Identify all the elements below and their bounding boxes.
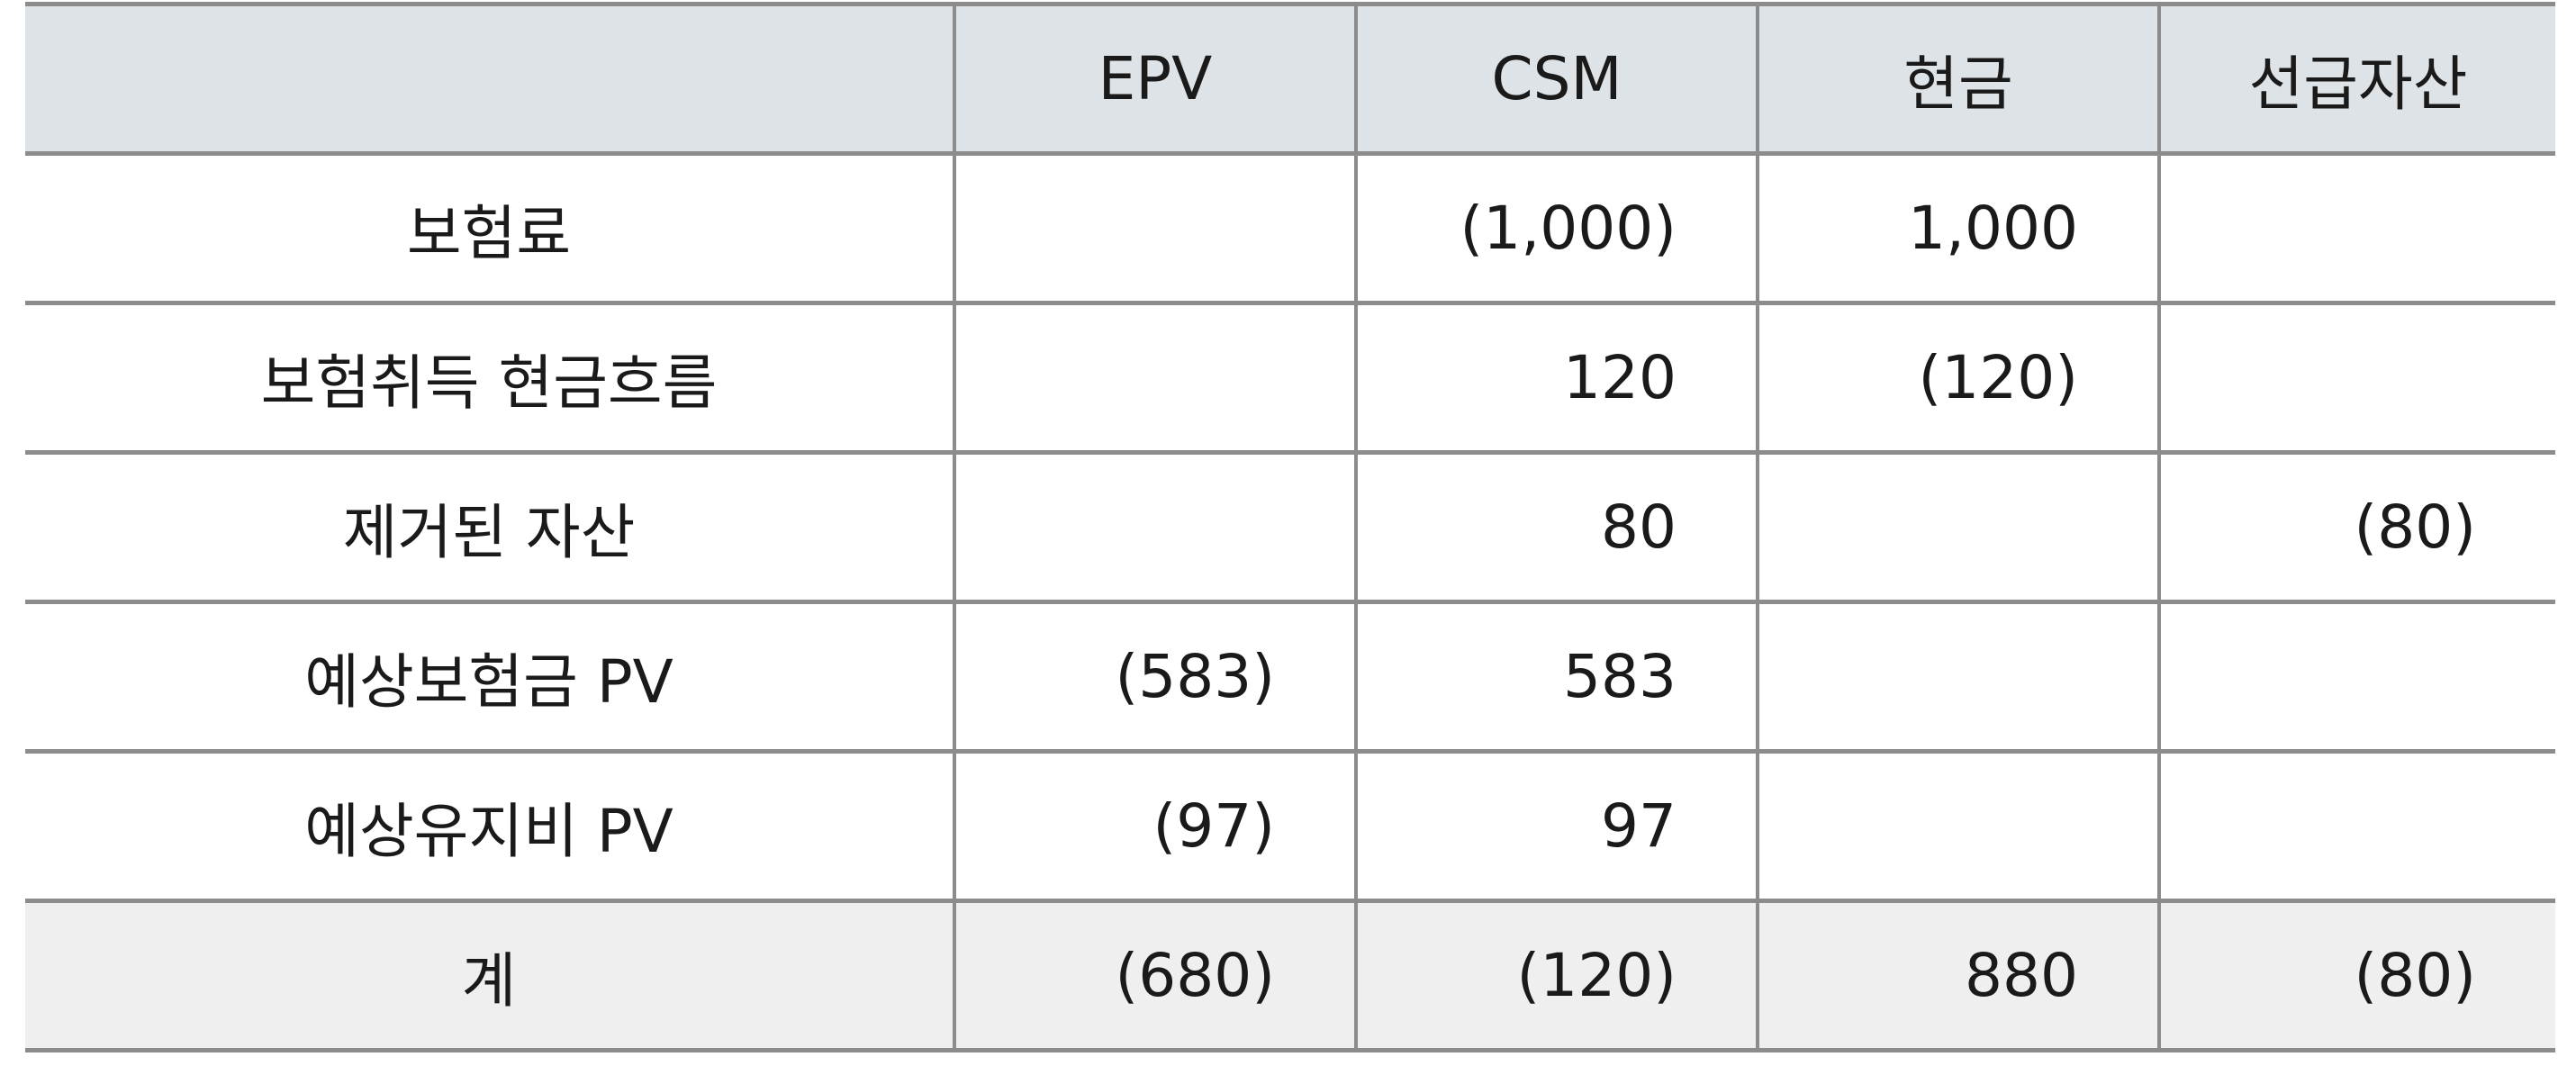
cell-cash: 1,000: [1756, 151, 2161, 305]
header-cell-prepaid-asset: 선급자산: [2157, 2, 2555, 156]
cell-cash: [1756, 749, 2161, 903]
total-prepaid-asset: (80): [2157, 899, 2555, 1052]
header-row: EPV CSM 현금 선급자산: [25, 2, 2555, 156]
cell-csm: 120: [1354, 301, 1759, 455]
total-row: 계 (680) (120) 880 (80): [25, 899, 2555, 1052]
cell-csm: 583: [1354, 600, 1759, 754]
cell-prepaid-asset: [2157, 151, 2555, 305]
row-label: 보험료: [25, 151, 956, 305]
row-label: 제거된 자산: [25, 450, 956, 604]
table-container: EPV CSM 현금 선급자산 보험료 (1,000) 1,000 보험취득 현…: [25, 2, 2555, 1052]
cell-prepaid-asset: [2157, 749, 2555, 903]
cell-prepaid-asset: [2157, 301, 2555, 455]
cell-csm: 97: [1354, 749, 1759, 903]
header-cell-csm: CSM: [1354, 2, 1759, 156]
row-label: 예상보험금 PV: [25, 600, 956, 754]
header-cell-epv: EPV: [953, 2, 1358, 156]
total-label: 계: [25, 899, 956, 1052]
cell-cash: [1756, 450, 2161, 604]
cell-prepaid-asset: [2157, 600, 2555, 754]
total-cash: 880: [1756, 899, 2161, 1052]
total-csm: (120): [1354, 899, 1759, 1052]
cell-epv: [953, 301, 1358, 455]
cell-epv: [953, 450, 1358, 604]
row-label: 보험취득 현금흐름: [25, 301, 956, 455]
table-row: 예상유지비 PV (97) 97: [25, 749, 2555, 903]
cell-cash: (120): [1756, 301, 2161, 455]
cell-epv: [953, 151, 1358, 305]
row-label: 예상유지비 PV: [25, 749, 956, 903]
data-table: EPV CSM 현금 선급자산 보험료 (1,000) 1,000 보험취득 현…: [25, 2, 2555, 1052]
header-cell-blank: [25, 2, 956, 156]
table-row: 보험료 (1,000) 1,000: [25, 151, 2555, 305]
total-epv: (680): [953, 899, 1358, 1052]
cell-csm: (1,000): [1354, 151, 1759, 305]
cell-prepaid-asset: (80): [2157, 450, 2555, 604]
cell-cash: [1756, 600, 2161, 754]
table-row: 예상보험금 PV (583) 583: [25, 600, 2555, 754]
table-row: 보험취득 현금흐름 120 (120): [25, 301, 2555, 455]
cell-csm: 80: [1354, 450, 1759, 604]
cell-epv: (583): [953, 600, 1358, 754]
table-row: 제거된 자산 80 (80): [25, 450, 2555, 604]
header-cell-cash: 현금: [1756, 2, 2161, 156]
cell-epv: (97): [953, 749, 1358, 903]
